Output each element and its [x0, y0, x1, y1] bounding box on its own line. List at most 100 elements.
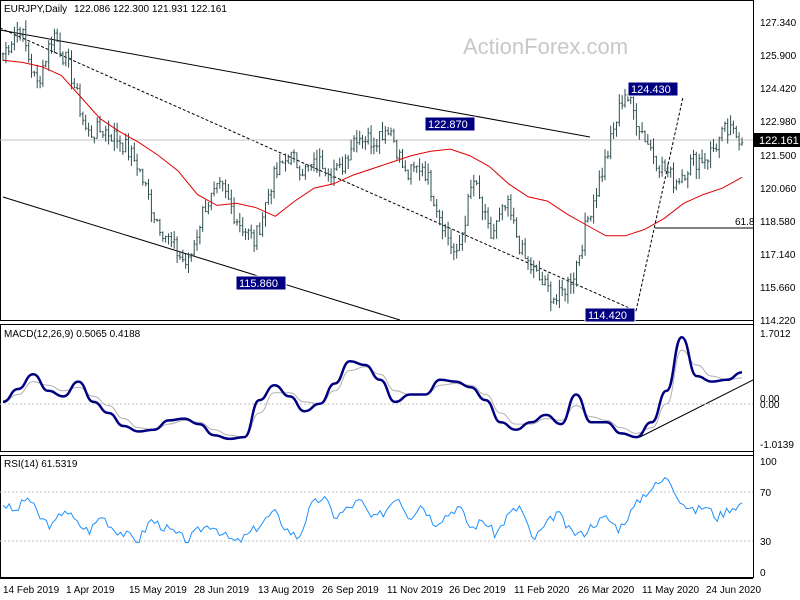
price-bar [161, 231, 164, 242]
price-tick: 121.500 [760, 151, 797, 162]
price-bar [660, 156, 664, 177]
price-axis: 127.340 125.900 124.420 122.980 121.500 … [760, 18, 797, 327]
current-price-marker: 122.161 [754, 133, 800, 147]
price-bar [646, 134, 649, 145]
price-bar [561, 279, 564, 297]
price-bar [167, 233, 170, 245]
price-bar [278, 153, 281, 176]
price-bar [737, 132, 741, 151]
price-bar [87, 122, 90, 137]
channel-lower-line [2, 196, 401, 321]
price-bar [489, 216, 493, 239]
price-bar [552, 297, 555, 304]
price-bar [56, 28, 59, 42]
annotation-124430: 124.430 [627, 81, 679, 97]
price-bar [455, 243, 458, 259]
price-bar [509, 194, 513, 221]
price-bar [64, 51, 67, 67]
price-bar [284, 153, 287, 172]
price-bar [566, 276, 570, 304]
price-bar [247, 228, 250, 240]
price-bar [669, 166, 672, 178]
price-bar [301, 169, 304, 177]
time-axis: 14 Feb 2019 1 Apr 2019 15 May 2019 28 Ju… [3, 585, 761, 596]
price-bar [1, 52, 5, 61]
price-bar [466, 193, 470, 226]
price-bar [44, 60, 47, 68]
price-bar [238, 213, 241, 233]
price-tick: 122.980 [760, 117, 797, 128]
price-bar [298, 165, 301, 181]
price-bar [546, 273, 550, 292]
price-bar [543, 275, 547, 286]
macd-tick: 1.7012 [760, 329, 791, 340]
price-bar [658, 165, 661, 179]
price-bar [606, 150, 610, 159]
price-bar [407, 169, 410, 181]
svg-text:124.430: 124.430 [631, 84, 671, 96]
price-bar [101, 130, 105, 138]
price-bar [666, 163, 669, 178]
price-bar [735, 125, 738, 139]
rsi-tick: 70 [760, 488, 772, 499]
dashed-rebound-line [635, 96, 684, 312]
price-bar [649, 139, 652, 151]
price-bar [415, 165, 418, 173]
price-tick: 115.660 [760, 283, 796, 294]
price-bar [538, 260, 541, 281]
price-bar [555, 294, 558, 305]
price-bar [21, 28, 25, 42]
price-bar [235, 218, 239, 226]
price-bar [709, 141, 712, 169]
price-bar [78, 83, 82, 117]
price-bar [58, 32, 62, 58]
price-bar [295, 152, 299, 169]
price-bar [16, 21, 19, 43]
price-bar [272, 166, 276, 199]
price-bar [275, 162, 279, 179]
rsi-panel-frame [0, 455, 754, 578]
price-bar [352, 135, 356, 152]
price-bar [432, 195, 435, 207]
price-bar [315, 149, 319, 173]
price-bar [387, 127, 390, 136]
price-bar [481, 196, 484, 221]
price-bar [521, 240, 524, 256]
price-bar [178, 251, 182, 260]
price-bar [526, 256, 530, 270]
price-panel-symbol: EURJPY,Daily [4, 4, 67, 15]
moving-average-line [2, 59, 743, 237]
annotation-122870: 122.870 [424, 116, 476, 132]
price-bar [84, 114, 87, 131]
rsi-axis: 100 70 30 0 [760, 457, 777, 579]
price-bar [652, 138, 655, 165]
time-tick: 11 May 2020 [642, 585, 700, 596]
price-bar [389, 127, 393, 137]
price-bar [569, 273, 572, 294]
time-tick: 26 Sep 2019 [322, 585, 379, 596]
price-bar [24, 20, 27, 52]
rsi-tick: 100 [760, 457, 777, 468]
price-bar [589, 215, 592, 222]
price-bar [372, 137, 376, 155]
price-tick: 127.340 [760, 18, 797, 29]
price-bar [478, 175, 481, 199]
price-bar [680, 169, 684, 184]
price-bar [464, 215, 467, 243]
price-bar [181, 249, 184, 263]
price-bar [535, 264, 538, 272]
price-bar [384, 126, 387, 144]
price-bar [706, 159, 709, 170]
price-bar [227, 184, 230, 200]
price-bar [261, 212, 264, 237]
price-bar [218, 177, 221, 189]
price-bar [30, 53, 33, 78]
price-bar [695, 151, 698, 180]
price-bar [426, 163, 430, 185]
time-tick: 26 Mar 2020 [578, 585, 635, 596]
price-bar [38, 75, 42, 89]
price-bar [504, 205, 507, 211]
price-bar [612, 122, 615, 139]
price-bar [175, 236, 179, 263]
price-bar [549, 281, 552, 312]
